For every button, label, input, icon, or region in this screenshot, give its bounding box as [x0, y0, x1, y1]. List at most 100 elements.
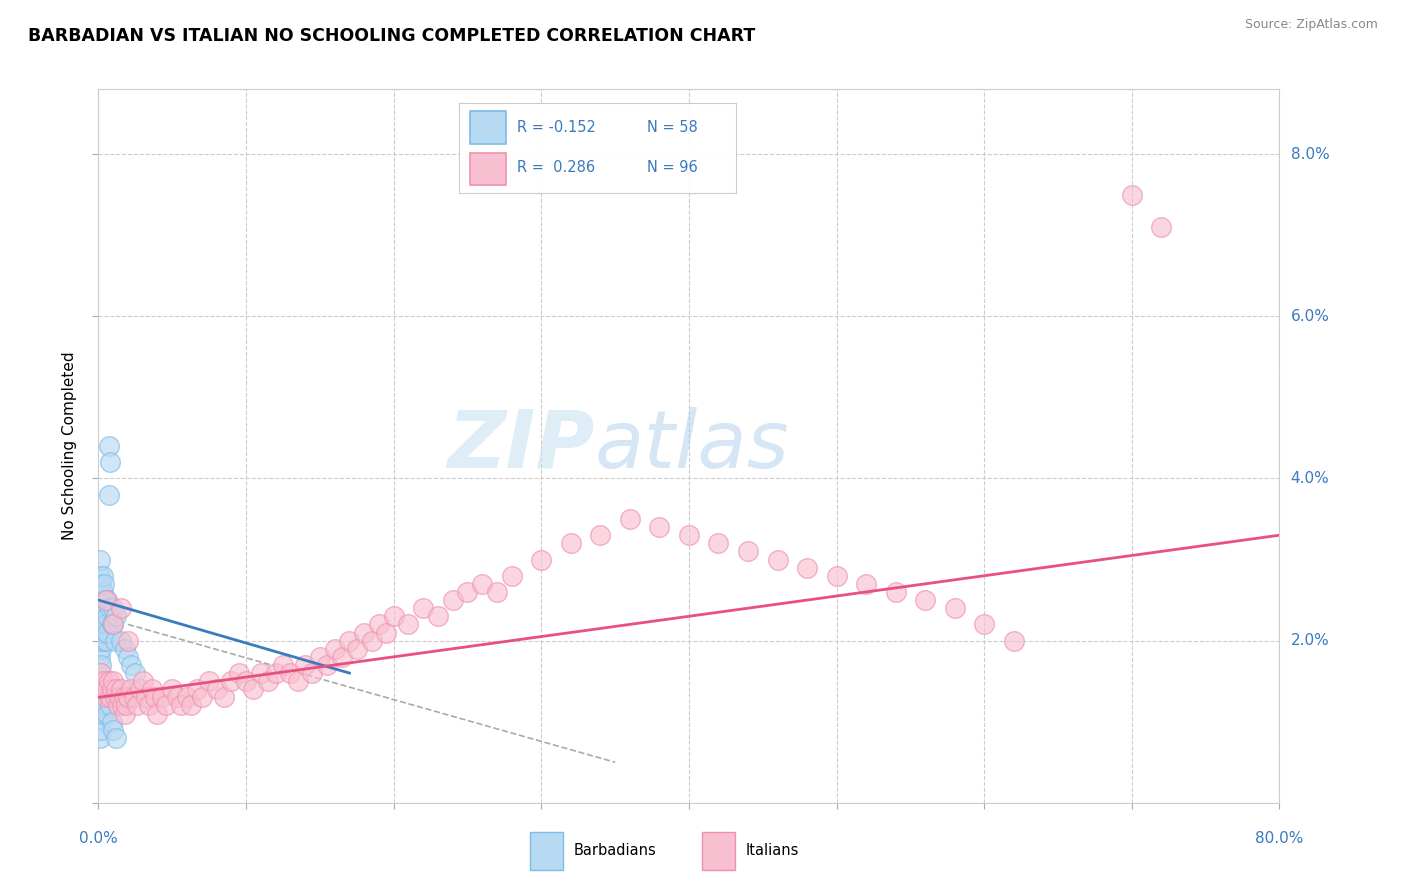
Point	[884, 585, 907, 599]
Point	[96, 593, 118, 607]
Point	[619, 512, 641, 526]
Point	[176, 690, 198, 705]
Text: ZIP: ZIP	[447, 407, 595, 485]
Point	[91, 585, 114, 599]
Point	[89, 568, 111, 582]
Point	[125, 698, 148, 713]
Point	[93, 609, 115, 624]
Point	[94, 690, 117, 705]
Point	[120, 657, 142, 672]
Point	[138, 698, 160, 713]
Point	[100, 714, 122, 729]
Point	[90, 577, 112, 591]
Point	[105, 609, 128, 624]
Point	[155, 698, 177, 713]
Point	[94, 698, 117, 713]
Point	[94, 633, 117, 648]
Point	[973, 617, 995, 632]
Point	[235, 674, 257, 689]
Point	[91, 601, 114, 615]
Point	[914, 593, 936, 607]
Point	[287, 674, 309, 689]
Point	[90, 609, 112, 624]
Point	[191, 690, 214, 705]
Point	[89, 552, 111, 566]
Point	[97, 674, 120, 689]
Point	[316, 657, 339, 672]
Point	[124, 666, 146, 681]
Point	[105, 682, 128, 697]
Point	[132, 674, 155, 689]
Point	[264, 666, 287, 681]
Point	[150, 690, 173, 705]
Point	[104, 690, 127, 705]
Point	[120, 682, 142, 697]
Point	[98, 601, 121, 615]
Point	[96, 609, 118, 624]
Point	[353, 625, 375, 640]
Point	[360, 633, 382, 648]
Point	[90, 657, 112, 672]
Point	[560, 536, 582, 550]
Point	[117, 690, 139, 705]
Point	[228, 666, 250, 681]
Point	[128, 682, 150, 697]
Point	[648, 520, 671, 534]
Point	[105, 731, 128, 745]
Point	[166, 690, 188, 705]
Point	[530, 552, 553, 566]
Text: Source: ZipAtlas.com: Source: ZipAtlas.com	[1244, 18, 1378, 31]
Point	[242, 682, 264, 697]
Point	[589, 528, 612, 542]
Point	[375, 625, 398, 640]
Point	[323, 641, 346, 656]
Text: BARBADIAN VS ITALIAN NO SCHOOLING COMPLETED CORRELATION CHART: BARBADIAN VS ITALIAN NO SCHOOLING COMPLE…	[28, 27, 755, 45]
Point	[97, 488, 120, 502]
Point	[441, 593, 464, 607]
Point	[96, 682, 118, 697]
Point	[91, 568, 114, 582]
Point	[90, 723, 112, 737]
Point	[1002, 633, 1025, 648]
Text: 0.0%: 0.0%	[79, 830, 118, 846]
Point	[427, 609, 450, 624]
Point	[89, 633, 111, 648]
Point	[93, 674, 115, 689]
Point	[122, 690, 145, 705]
Point	[186, 682, 208, 697]
Point	[89, 617, 111, 632]
Point	[94, 593, 117, 607]
Point	[117, 633, 139, 648]
Point	[412, 601, 434, 615]
Point	[678, 528, 700, 542]
Text: 6.0%: 6.0%	[1291, 309, 1330, 324]
Point	[103, 674, 125, 689]
Point	[89, 731, 111, 745]
Point	[91, 706, 114, 721]
Y-axis label: No Schooling Completed: No Schooling Completed	[62, 351, 77, 541]
Text: 80.0%: 80.0%	[1256, 830, 1303, 846]
Point	[115, 698, 138, 713]
Point	[93, 577, 115, 591]
Point	[1121, 187, 1143, 202]
Point	[103, 617, 125, 632]
Point	[94, 617, 117, 632]
Point	[212, 690, 235, 705]
Point	[146, 706, 169, 721]
Point	[114, 706, 136, 721]
Point	[117, 649, 139, 664]
Point	[103, 601, 125, 615]
Point	[90, 698, 112, 713]
Point	[89, 601, 111, 615]
Point	[94, 601, 117, 615]
Point	[98, 698, 121, 713]
Point	[103, 617, 125, 632]
Point	[330, 649, 353, 664]
Point	[110, 601, 132, 615]
Point	[114, 641, 136, 656]
Point	[110, 682, 132, 697]
Point	[301, 666, 323, 681]
Point	[98, 455, 121, 469]
Point	[294, 657, 316, 672]
Point	[943, 601, 966, 615]
